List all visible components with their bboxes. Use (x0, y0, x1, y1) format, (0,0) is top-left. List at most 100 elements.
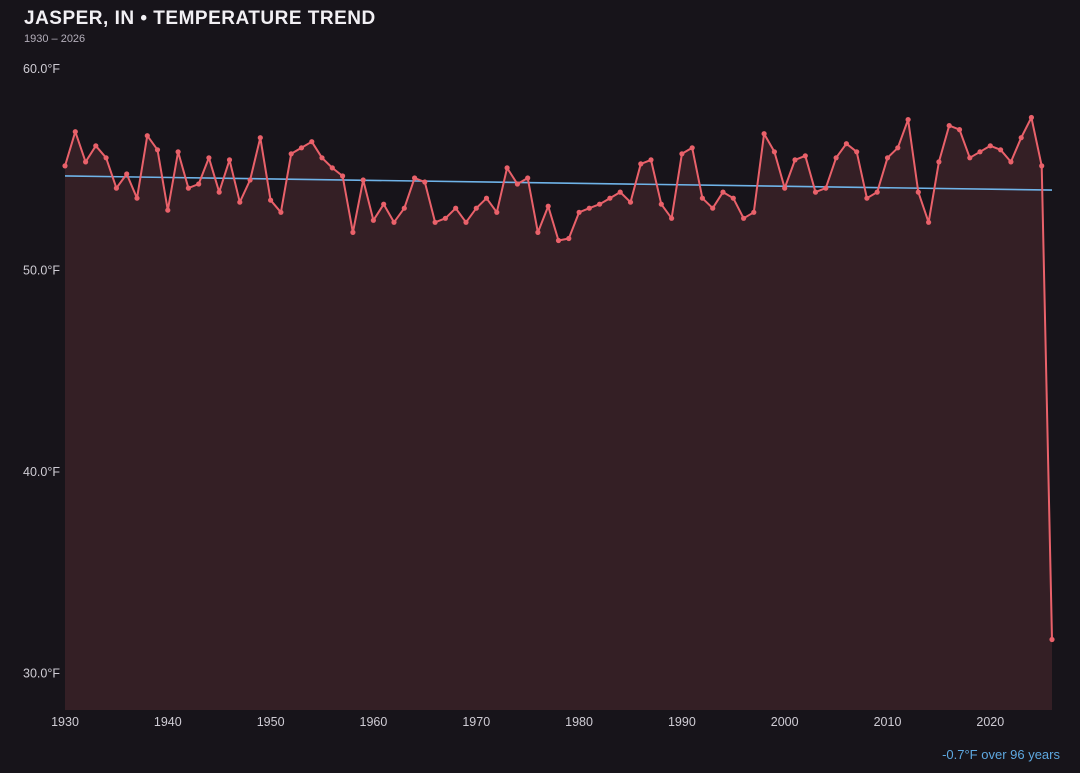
data-point (185, 185, 191, 191)
data-point (124, 171, 130, 177)
data-point (1049, 636, 1055, 643)
data-point (514, 181, 521, 187)
data-point (72, 129, 78, 135)
data-point (453, 205, 459, 211)
data-point (648, 157, 654, 163)
data-point (216, 189, 222, 195)
data-point (535, 229, 541, 235)
y-axis-tick-label: 60.0°F (23, 62, 60, 76)
data-point (597, 201, 603, 207)
x-axis-tick-label: 1950 (257, 715, 285, 729)
data-point (607, 195, 613, 201)
x-axis-tick-label: 1930 (51, 715, 79, 729)
temperature-area-fill (65, 117, 1052, 710)
data-point (658, 201, 664, 207)
x-axis-tick-label: 2000 (771, 715, 799, 729)
data-point (627, 199, 634, 205)
data-point (1018, 135, 1024, 141)
data-point (329, 165, 335, 171)
data-point (1008, 159, 1014, 165)
data-point (751, 209, 757, 215)
data-point (154, 147, 161, 153)
data-point (257, 135, 263, 141)
x-axis-tick-label: 1960 (360, 715, 388, 729)
data-point (843, 141, 850, 147)
data-point (494, 209, 500, 215)
chart-header: JASPER, IN • TEMPERATURE TREND 1930 – 20… (24, 8, 376, 45)
x-axis-tick-label: 1980 (565, 715, 593, 729)
data-point (895, 145, 901, 151)
x-axis-tick-label: 1990 (668, 715, 696, 729)
data-point (1039, 163, 1045, 169)
data-point (144, 133, 150, 139)
data-point (442, 215, 448, 221)
data-point (206, 155, 212, 161)
data-point (370, 217, 376, 223)
data-point (905, 117, 911, 123)
data-point (381, 201, 387, 207)
y-axis-tick-label: 40.0°F (23, 465, 60, 479)
data-point (525, 175, 531, 181)
data-point (956, 127, 963, 133)
data-point (360, 177, 366, 183)
data-point (226, 157, 233, 163)
data-point (823, 185, 829, 191)
data-point (103, 155, 109, 161)
trend-line (64, 175, 1053, 191)
y-axis-tick-label: 30.0°F (23, 667, 60, 681)
data-point (638, 161, 644, 167)
data-point (771, 149, 778, 155)
data-point (720, 189, 726, 195)
x-axis-tick-label: 2020 (976, 715, 1004, 729)
data-point (391, 219, 397, 225)
data-point (165, 207, 171, 213)
data-point (926, 219, 932, 225)
data-point (288, 151, 294, 157)
data-point (247, 177, 253, 183)
x-axis-tick-label: 1940 (154, 715, 182, 729)
page-title: JASPER, IN • TEMPERATURE TREND (24, 8, 376, 29)
data-point (833, 155, 839, 161)
data-point (936, 159, 942, 165)
data-point (566, 235, 572, 242)
data-point (483, 195, 490, 201)
data-point (545, 203, 551, 209)
data-point (175, 149, 181, 155)
data-point (987, 143, 993, 149)
data-point (422, 179, 428, 185)
data-point (340, 173, 346, 179)
data-point (689, 145, 695, 151)
data-point (268, 197, 274, 203)
data-point (741, 215, 747, 221)
data-point (309, 139, 315, 145)
data-point (432, 219, 438, 225)
data-point (298, 145, 305, 151)
data-point (669, 215, 675, 221)
data-point (812, 189, 819, 195)
data-point (278, 209, 284, 215)
chart-subtitle: 1930 – 2026 (24, 33, 86, 45)
data-point (617, 189, 623, 195)
data-point (83, 159, 89, 165)
data-point (874, 189, 880, 195)
data-point (699, 195, 706, 201)
data-point (761, 131, 767, 137)
x-axis-tick-label: 2010 (874, 715, 902, 729)
data-point (792, 157, 798, 163)
data-point (854, 149, 860, 155)
data-point (93, 143, 99, 149)
x-axis-tick-label: 1970 (462, 715, 490, 729)
data-point (134, 195, 140, 201)
data-point (113, 185, 119, 191)
data-point (350, 229, 356, 235)
data-point (679, 151, 685, 157)
data-point (62, 163, 68, 169)
data-point (802, 153, 808, 159)
data-point (319, 155, 325, 161)
data-point (237, 199, 243, 205)
data-point (946, 123, 952, 129)
data-point (864, 195, 870, 201)
data-point (884, 155, 891, 161)
